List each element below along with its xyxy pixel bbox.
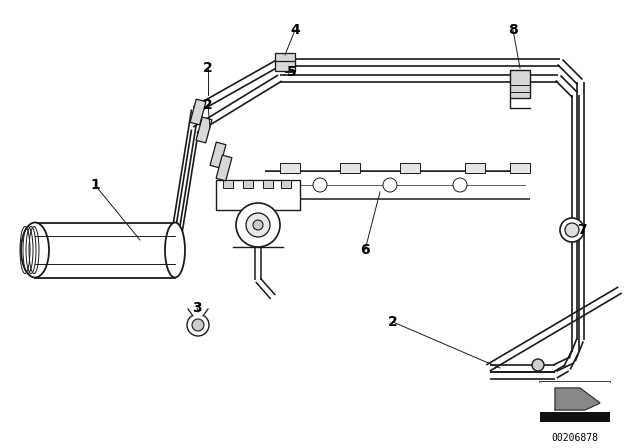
Bar <box>190 99 206 125</box>
Circle shape <box>383 178 397 192</box>
Bar <box>540 412 610 422</box>
Circle shape <box>236 203 280 247</box>
Circle shape <box>532 359 544 371</box>
Bar <box>223 180 233 188</box>
Text: 8: 8 <box>508 23 518 37</box>
Bar <box>275 61 295 71</box>
Bar <box>400 163 420 173</box>
Text: 6: 6 <box>360 243 370 257</box>
Bar <box>210 142 226 168</box>
Circle shape <box>253 220 263 230</box>
Circle shape <box>453 178 467 192</box>
Text: 5: 5 <box>287 65 297 79</box>
Bar <box>510 163 530 173</box>
Bar <box>280 163 300 173</box>
Bar <box>275 53 295 63</box>
Text: 1: 1 <box>90 178 100 192</box>
Ellipse shape <box>165 223 185 277</box>
Circle shape <box>187 314 209 336</box>
Bar <box>196 117 212 143</box>
Bar <box>35 223 175 278</box>
Circle shape <box>560 218 584 242</box>
Circle shape <box>192 319 204 331</box>
Bar <box>340 163 360 173</box>
Bar <box>263 180 273 188</box>
Text: 2: 2 <box>203 98 213 112</box>
Bar <box>540 382 610 420</box>
Text: 7: 7 <box>577 223 587 237</box>
Bar <box>243 180 253 188</box>
Circle shape <box>313 178 327 192</box>
Text: 2: 2 <box>203 61 213 75</box>
Text: 4: 4 <box>290 23 300 37</box>
Bar <box>465 163 485 173</box>
Polygon shape <box>555 388 600 410</box>
Text: 2: 2 <box>388 315 398 329</box>
Circle shape <box>246 213 270 237</box>
Ellipse shape <box>21 223 49 277</box>
Text: 3: 3 <box>192 301 202 315</box>
Circle shape <box>565 223 579 237</box>
Bar <box>510 70 530 98</box>
Bar <box>216 180 300 210</box>
Bar <box>281 180 291 188</box>
Bar <box>216 155 232 181</box>
Text: 00206878: 00206878 <box>552 433 598 443</box>
